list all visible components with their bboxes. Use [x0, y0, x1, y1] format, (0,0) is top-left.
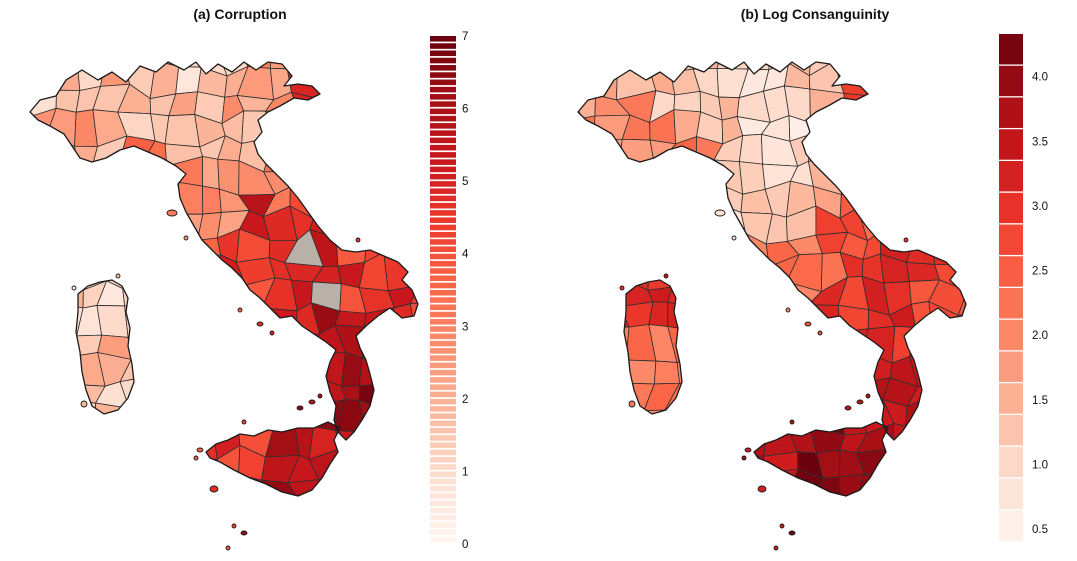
- legend-a-tick-label: 2: [462, 394, 468, 406]
- legend-a-tick-label: 4: [462, 249, 469, 261]
- map-log-consanguinity: [577, 61, 967, 551]
- legend-corruption: 0 1 2 3 4 5 6 7: [430, 31, 469, 551]
- legend-b-tick-label: 3.0: [1032, 201, 1048, 213]
- legend-a-tick-label: 1: [462, 466, 468, 478]
- legend-b-tick-label: 3.5: [1032, 136, 1048, 148]
- legend-b-tick-label: 1.5: [1032, 395, 1048, 407]
- coastline-outline: [623, 279, 683, 415]
- panel-a-title: (a) Corruption: [193, 6, 287, 22]
- legend-b-tick-label: 1.0: [1032, 459, 1048, 471]
- coastline-outline: [75, 279, 135, 415]
- minor-islands: [71, 209, 361, 551]
- legend-a-tick-label: 6: [462, 104, 468, 116]
- legend-b-tick-label: 2.5: [1032, 266, 1048, 278]
- minor-islands: [619, 209, 909, 551]
- legend-b-tick-label: 0.5: [1032, 524, 1048, 536]
- legend-a-tick-label: 3: [462, 321, 468, 333]
- legend-a-tick-label: 7: [462, 31, 468, 43]
- legend-a-tick-label: 5: [462, 176, 468, 188]
- legend-b-tick-label: 2.0: [1032, 330, 1048, 342]
- coastline-outline: [577, 61, 967, 441]
- panel-b-title: (b) Log Consanguinity: [740, 6, 890, 22]
- legend-a-tick-label: 0: [462, 539, 468, 551]
- map-corruption: [29, 61, 419, 551]
- legend-b-tick-label: 4.0: [1032, 72, 1048, 84]
- coastline-outline: [29, 61, 419, 441]
- coastline-outline: [205, 421, 341, 497]
- legend-consanguinity: 0.5 1.0 1.5 2.0 2.5 3.0 3.5 4.0: [999, 34, 1048, 541]
- coastline-outline: [753, 421, 889, 497]
